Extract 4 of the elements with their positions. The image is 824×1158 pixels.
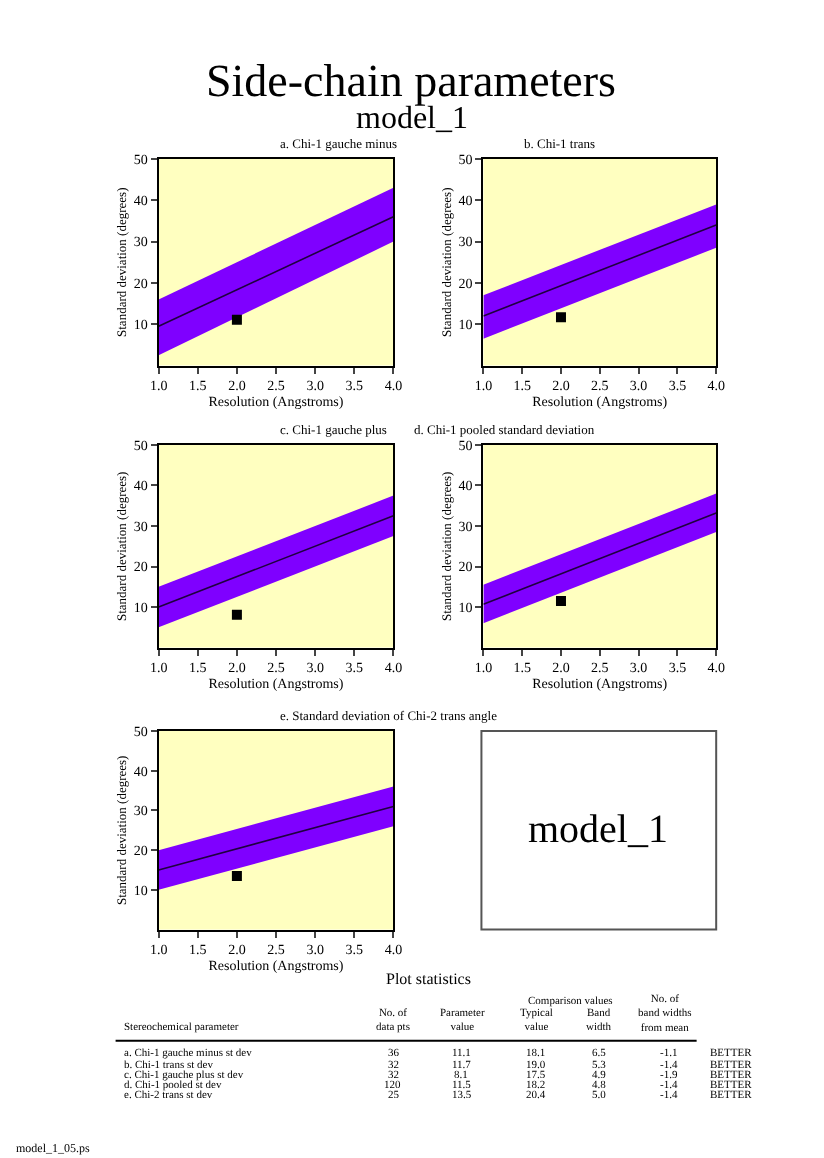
text: model_1 — [356, 102, 468, 136]
text: model_1 — [528, 808, 668, 852]
text: Plot statistics — [386, 970, 471, 988]
text: Side-chain parameters — [206, 56, 617, 106]
